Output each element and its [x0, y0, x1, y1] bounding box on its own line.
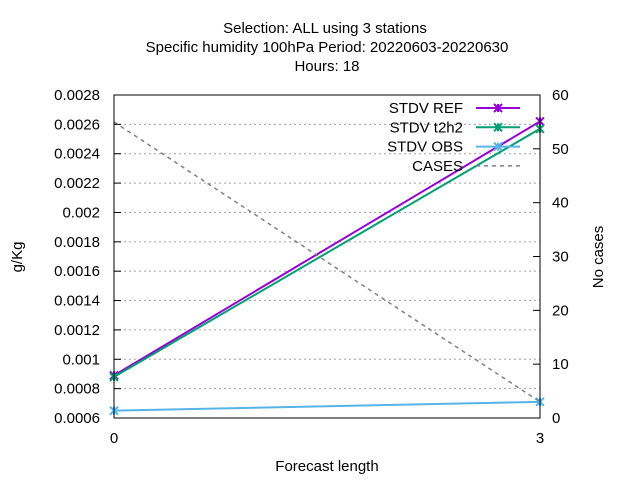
series-layer — [109, 116, 545, 416]
y-tick-label: 0.001 — [62, 351, 100, 368]
y2-tick-label: 60 — [552, 87, 569, 104]
y2-tick-label: 40 — [552, 195, 569, 212]
title-line-2: Specific humidity 100hPa Period: 2022060… — [146, 39, 509, 56]
y-tick-label: 0.0018 — [54, 234, 100, 251]
y-tick-label: 0.0028 — [54, 87, 100, 104]
y2-tick-label: 20 — [552, 302, 569, 319]
y2-tick-label: 30 — [552, 249, 569, 266]
y2-tick-label: 50 — [552, 141, 569, 158]
chart-title: Selection: ALL using 3 stations Specific… — [146, 20, 509, 75]
series-line-stdv-t2h2 — [113, 127, 541, 378]
legend-label-stdv-t2h2: STDV t2h2 — [390, 119, 463, 136]
legend-label-cases: CASES — [412, 158, 463, 175]
y-tick-label: 0.0022 — [54, 175, 100, 192]
plot-border — [113, 94, 541, 419]
x-tick-label: 0 — [110, 430, 118, 447]
series-line-cases — [113, 121, 541, 403]
y2-tick-label: 10 — [552, 356, 569, 373]
legend-label-stdv-obs: STDV OBS — [387, 139, 463, 156]
legend: STDV REF STDV t2h2 STDV OBS CASES — [387, 100, 520, 175]
ticks: 0.0006 0.0008 0.001 0.0012 0.0014 0.0016 0.001… — [54, 87, 569, 447]
y-tick-label: 0.0024 — [54, 146, 100, 163]
y-tick-label: 0.0026 — [54, 116, 100, 133]
series-line-stdv-ref — [113, 120, 541, 377]
legend-marker-stdv-obs — [493, 141, 503, 152]
y-axis-label: g/Kg — [9, 242, 26, 273]
x-axis-label: Forecast length — [275, 458, 378, 475]
title-line-1: Selection: ALL using 3 stations — [223, 20, 427, 37]
y-tick-label: 0.0016 — [54, 263, 100, 280]
y-tick-label: 0.002 — [62, 204, 100, 221]
legend-marker-stdv-ref — [493, 103, 503, 113]
grid — [114, 123, 540, 390]
y-tick-label: 0.0008 — [54, 381, 100, 398]
legend-marker-stdv-t2h2 — [493, 122, 503, 133]
y-tick-label: 0.0014 — [54, 293, 100, 310]
x-tick-label: 3 — [536, 430, 544, 447]
y-tick-label: 0.0006 — [54, 410, 100, 427]
series-line-stdv-obs — [113, 400, 541, 412]
y2-axis-label: No cases — [590, 226, 607, 289]
y-tick-label: 0.0012 — [54, 322, 100, 339]
y2-tick-label: 0 — [552, 410, 560, 427]
title-line-3: Hours: 18 — [294, 58, 359, 75]
legend-label-stdv-ref: STDV REF — [389, 100, 463, 117]
